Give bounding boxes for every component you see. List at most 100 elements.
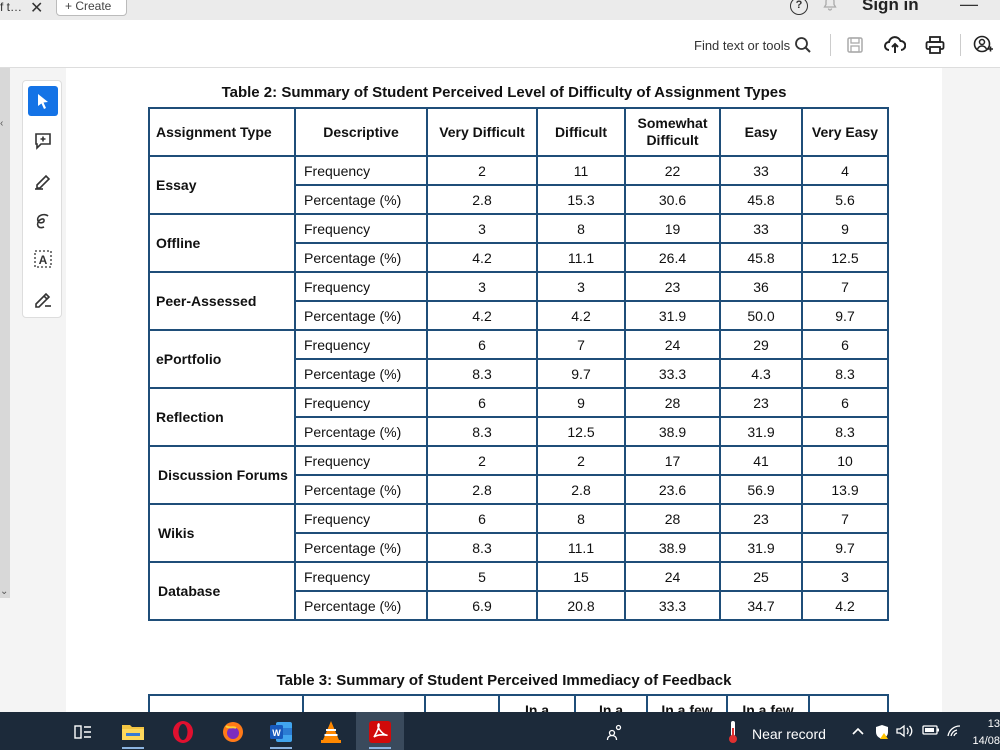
add-comment-icon[interactable] <box>28 126 58 156</box>
header-very-easy: Very Easy <box>801 107 889 157</box>
percentage-cell: 50.0 <box>719 300 803 331</box>
active-indicator <box>122 747 144 749</box>
percentage-cell: 4.2 <box>426 300 538 331</box>
highlight-pen-icon[interactable] <box>28 166 58 196</box>
frequency-label: Frequency <box>294 561 428 592</box>
table-row: Wikis Frequency 6 8 28 23 7 <box>148 503 889 563</box>
create-button[interactable]: + Create <box>56 0 127 16</box>
text-box-icon[interactable]: A <box>28 244 58 274</box>
percentage-cell: 4.3 <box>719 358 803 389</box>
task-view-icon[interactable] <box>70 719 96 745</box>
frequency-cell: 19 <box>624 213 721 244</box>
svg-text:A: A <box>39 253 48 267</box>
search-icon[interactable] <box>792 34 814 56</box>
frequency-cell: 8 <box>536 213 626 244</box>
percentage-cell: 12.5 <box>801 242 889 273</box>
percentage-cell: 20.8 <box>536 590 626 621</box>
percentage-label: Percentage (%) <box>294 590 428 621</box>
table-row: Percentage (%) 8.3 11.1 38.9 31.9 9.7 <box>149 532 889 563</box>
windows-taskbar: W Near record <box>0 712 1000 750</box>
close-tab-icon[interactable]: ✕ <box>30 0 44 17</box>
speaker-icon[interactable] <box>896 724 914 741</box>
upload-cloud-icon[interactable] <box>884 34 906 56</box>
table-row: Peer-Assessed Frequency 3 3 23 36 7 <box>148 271 889 331</box>
assignment-type-database: Database <box>148 561 296 621</box>
percentage-cell: 2.8 <box>536 474 626 505</box>
percentage-cell: 11.1 <box>536 532 626 563</box>
system-clock[interactable]: 13 14/08 <box>972 716 1000 750</box>
left-scroll-strip[interactable] <box>0 68 10 598</box>
table-row: Percentage (%) 6.9 20.8 33.3 34.7 4.2 <box>149 590 889 621</box>
active-indicator <box>369 747 391 749</box>
weather-text[interactable]: Near record <box>752 726 826 742</box>
firefox-browser-icon[interactable] <box>220 719 246 745</box>
tab-title[interactable]: f t… <box>0 0 23 14</box>
table-row: Database Frequency 5 15 24 25 3 <box>148 561 889 621</box>
frequency-cell: 9 <box>536 387 626 418</box>
percentage-cell: 4.2 <box>536 300 626 331</box>
frequency-cell: 7 <box>801 503 889 534</box>
clock-date: 14/08 <box>972 735 1000 747</box>
people-icon[interactable] <box>602 719 628 745</box>
share-user-icon[interactable] <box>972 34 994 56</box>
word-app-icon[interactable]: W <box>268 719 294 745</box>
table2-title: Table 2: Summary of Student Perceived Le… <box>221 84 787 101</box>
frequency-cell: 6 <box>426 503 538 534</box>
percentage-cell: 9.7 <box>801 532 889 563</box>
notification-bell-icon[interactable] <box>822 0 838 17</box>
table3-title: Table 3: Summary of Student Perceived Im… <box>276 672 732 689</box>
percentage-cell: 8.3 <box>426 416 538 447</box>
freehand-draw-icon[interactable] <box>28 206 58 236</box>
sign-in-button[interactable]: Sign in <box>862 0 919 14</box>
percentage-cell: 33.3 <box>624 590 721 621</box>
frequency-cell: 33 <box>719 213 803 244</box>
frequency-cell: 25 <box>719 561 803 592</box>
frequency-cell: 8 <box>536 503 626 534</box>
opera-browser-icon[interactable] <box>170 719 196 745</box>
chevron-left-icon[interactable]: ‹ <box>0 118 4 129</box>
file-explorer-icon[interactable] <box>120 719 146 745</box>
frequency-label: Frequency <box>294 213 428 244</box>
percentage-cell: 8.3 <box>801 358 889 389</box>
table-header-row: Assignment Type Descriptive Very Difficu… <box>148 107 889 157</box>
chevron-down-icon[interactable]: ⌄ <box>0 586 9 597</box>
percentage-cell: 2.8 <box>426 184 538 215</box>
right-scroll-area[interactable] <box>942 68 1000 712</box>
fill-sign-icon[interactable] <box>28 284 58 314</box>
assignment-type-offline: Offline <box>148 213 296 273</box>
table-row: Reflection Frequency 6 9 28 23 6 <box>148 387 889 447</box>
thermometer-weather-icon[interactable] <box>720 719 746 745</box>
frequency-cell: 6 <box>426 329 538 360</box>
assignment-type-wikis: Wikis <box>148 503 296 563</box>
wifi-icon[interactable] <box>946 724 962 741</box>
acrobat-reader-icon[interactable] <box>367 719 393 745</box>
frequency-cell: 23 <box>719 387 803 418</box>
security-warning-icon[interactable] <box>874 724 890 743</box>
minimize-button[interactable]: — <box>960 0 978 14</box>
percentage-cell: 9.7 <box>536 358 626 389</box>
percentage-cell: 45.8 <box>719 242 803 273</box>
frequency-label: Frequency <box>294 445 428 476</box>
frequency-cell: 28 <box>624 387 721 418</box>
percentage-cell: 38.9 <box>624 532 721 563</box>
frequency-cell: 24 <box>624 329 721 360</box>
save-icon[interactable] <box>844 34 866 56</box>
vlc-player-icon[interactable] <box>318 719 344 745</box>
frequency-cell: 28 <box>624 503 721 534</box>
percentage-label: Percentage (%) <box>294 416 428 447</box>
help-icon[interactable]: ? <box>790 0 808 15</box>
chevron-up-icon[interactable] <box>852 724 864 739</box>
percentage-cell: 5.6 <box>801 184 889 215</box>
percentage-cell: 56.9 <box>719 474 803 505</box>
print-icon[interactable] <box>924 34 946 56</box>
frequency-cell: 15 <box>536 561 626 592</box>
percentage-cell: 8.3 <box>426 358 538 389</box>
table-row: Offline Frequency 3 8 19 33 9 <box>148 213 889 273</box>
active-indicator <box>270 747 292 749</box>
frequency-cell: 6 <box>426 387 538 418</box>
find-text-input[interactable]: Find text or tools <box>694 38 791 53</box>
battery-icon[interactable] <box>922 724 940 739</box>
select-cursor-icon[interactable] <box>28 86 58 116</box>
percentage-label: Percentage (%) <box>294 358 428 389</box>
percentage-cell: 31.9 <box>719 416 803 447</box>
